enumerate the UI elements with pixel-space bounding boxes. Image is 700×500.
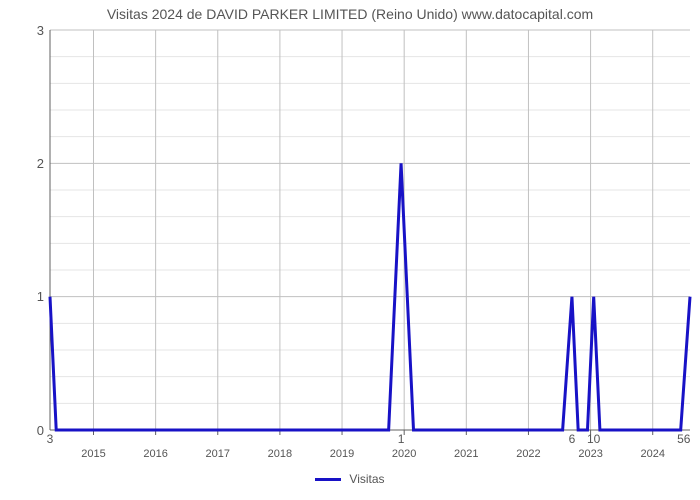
x-tick-label: 2022 bbox=[516, 448, 540, 460]
chart-container: { "chart": { "type": "line", "title": "V… bbox=[0, 0, 700, 500]
x-tick-label: 2016 bbox=[143, 448, 167, 460]
x-tick-label: 2024 bbox=[640, 448, 664, 460]
legend-swatch bbox=[315, 478, 341, 481]
chart-annotation: 10 bbox=[587, 432, 600, 446]
y-tick-label: 3 bbox=[28, 23, 44, 38]
x-tick-label: 2019 bbox=[330, 448, 354, 460]
x-tick-label: 2020 bbox=[392, 448, 416, 460]
chart-legend: Visitas bbox=[0, 472, 700, 486]
y-tick-label: 1 bbox=[28, 289, 44, 304]
chart-annotation: 1 bbox=[398, 432, 405, 446]
x-tick-label: 2015 bbox=[81, 448, 105, 460]
chart-annotation: 3 bbox=[47, 432, 54, 446]
x-tick-label: 2023 bbox=[578, 448, 602, 460]
chart-annotation: 56 bbox=[677, 432, 690, 446]
legend-label: Visitas bbox=[349, 472, 384, 486]
x-tick-label: 2018 bbox=[268, 448, 292, 460]
x-tick-label: 2017 bbox=[206, 448, 230, 460]
y-tick-label: 0 bbox=[28, 423, 44, 438]
chart-plot bbox=[0, 0, 700, 500]
chart-annotation: 6 bbox=[569, 432, 576, 446]
x-tick-label: 2021 bbox=[454, 448, 478, 460]
y-tick-label: 2 bbox=[28, 156, 44, 171]
